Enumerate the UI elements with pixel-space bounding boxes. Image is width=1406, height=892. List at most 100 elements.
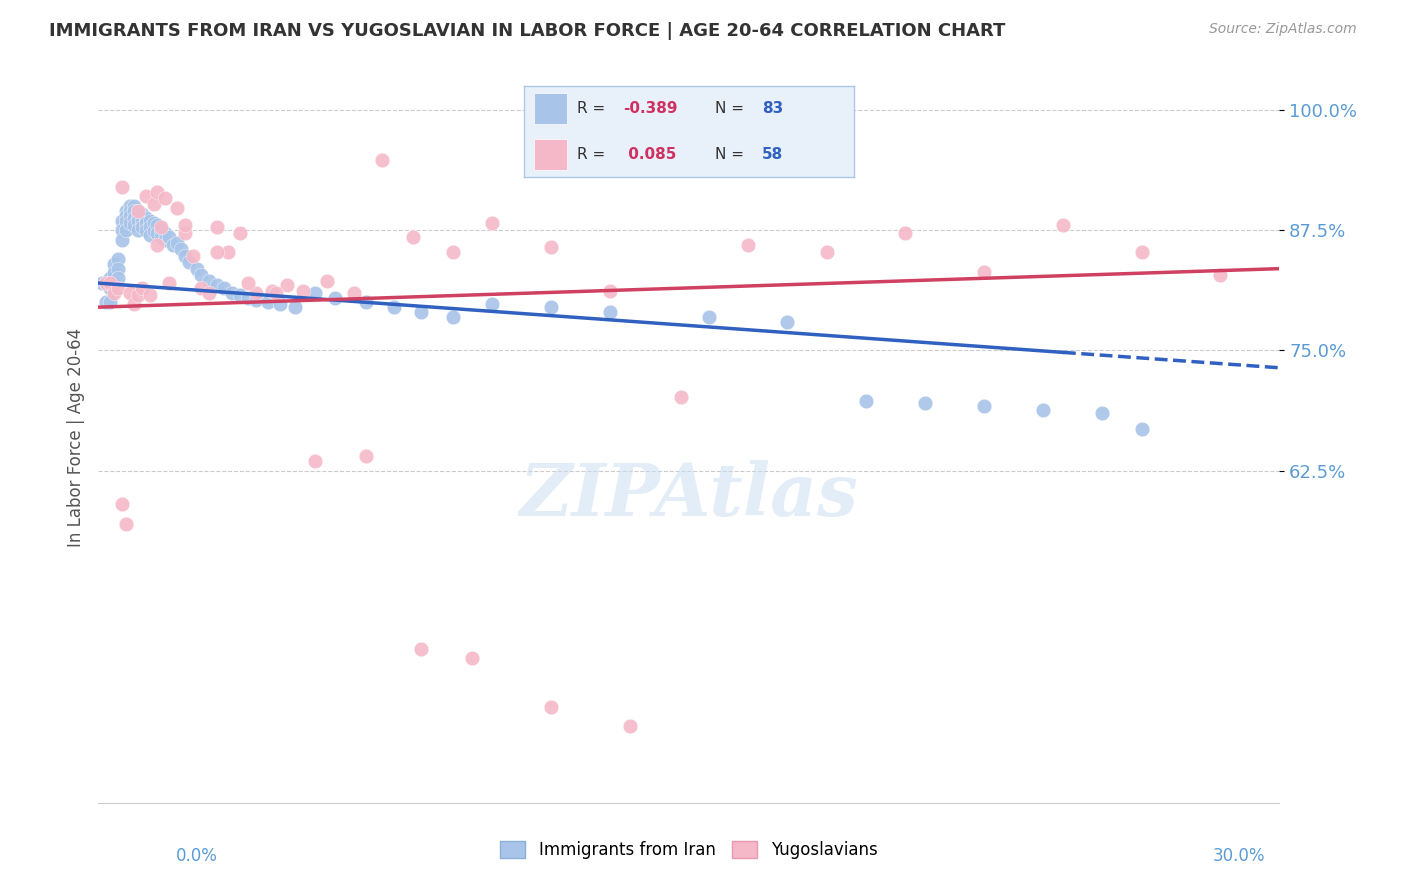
Point bbox=[441, 245, 464, 260]
Point bbox=[91, 276, 114, 290]
Point bbox=[150, 223, 173, 237]
Point bbox=[107, 281, 129, 295]
Text: ZIPAtlas: ZIPAtlas bbox=[520, 460, 858, 531]
Point bbox=[304, 285, 326, 300]
Point bbox=[98, 281, 121, 295]
Point bbox=[122, 203, 145, 218]
Point bbox=[96, 276, 118, 290]
Point bbox=[205, 220, 228, 235]
Point bbox=[284, 300, 307, 314]
Point bbox=[146, 219, 169, 233]
Point bbox=[98, 276, 121, 290]
Point bbox=[599, 305, 621, 319]
Point bbox=[269, 297, 291, 311]
Point bbox=[127, 287, 149, 301]
Point bbox=[382, 300, 405, 314]
Point bbox=[181, 249, 204, 263]
Point bbox=[855, 393, 877, 408]
Point bbox=[96, 276, 118, 290]
Point bbox=[157, 230, 180, 244]
Point bbox=[197, 285, 219, 300]
Point bbox=[131, 220, 153, 235]
Point bbox=[111, 179, 134, 194]
Point bbox=[142, 224, 165, 238]
Text: 30.0%: 30.0% bbox=[1213, 847, 1265, 865]
Point bbox=[186, 261, 208, 276]
Point bbox=[115, 209, 138, 223]
Point bbox=[118, 203, 141, 218]
Point bbox=[190, 281, 212, 295]
Text: Source: ZipAtlas.com: Source: ZipAtlas.com bbox=[1209, 22, 1357, 37]
Point bbox=[107, 261, 129, 276]
Point bbox=[304, 454, 326, 468]
Point bbox=[138, 220, 160, 235]
Point bbox=[122, 297, 145, 311]
Point bbox=[174, 249, 197, 263]
Point bbox=[315, 274, 337, 288]
Point bbox=[135, 211, 157, 225]
Point bbox=[103, 257, 125, 271]
Point bbox=[776, 315, 799, 329]
Point bbox=[236, 291, 259, 305]
Point bbox=[107, 252, 129, 266]
Point bbox=[115, 223, 138, 237]
Point bbox=[540, 239, 562, 253]
Point bbox=[131, 213, 153, 227]
Point bbox=[1130, 422, 1153, 436]
Point bbox=[354, 295, 377, 310]
Point bbox=[135, 223, 157, 237]
Point bbox=[115, 213, 138, 227]
Point bbox=[127, 213, 149, 227]
Point bbox=[323, 291, 346, 305]
Point bbox=[245, 293, 267, 308]
Point bbox=[236, 276, 259, 290]
Point bbox=[540, 300, 562, 314]
Point bbox=[697, 310, 720, 324]
Point bbox=[481, 297, 503, 311]
Point bbox=[292, 284, 315, 298]
Point bbox=[162, 237, 184, 252]
Point bbox=[131, 207, 153, 221]
Point bbox=[138, 213, 160, 227]
Point bbox=[177, 255, 200, 269]
Point bbox=[815, 245, 838, 260]
Point bbox=[150, 230, 173, 244]
Point bbox=[138, 287, 160, 301]
Point bbox=[411, 641, 433, 656]
Point bbox=[245, 285, 267, 300]
Point bbox=[118, 216, 141, 230]
Point bbox=[894, 226, 917, 240]
Text: IMMIGRANTS FROM IRAN VS YUGOSLAVIAN IN LABOR FORCE | AGE 20-64 CORRELATION CHART: IMMIGRANTS FROM IRAN VS YUGOSLAVIAN IN L… bbox=[49, 22, 1005, 40]
Point bbox=[973, 264, 995, 278]
Point bbox=[174, 226, 197, 240]
Point bbox=[118, 285, 141, 300]
Point bbox=[737, 237, 759, 252]
Point bbox=[135, 189, 157, 203]
Point bbox=[914, 396, 936, 410]
Point bbox=[98, 295, 121, 310]
Point bbox=[540, 699, 562, 714]
Point bbox=[96, 295, 118, 310]
Point bbox=[166, 235, 188, 250]
Point bbox=[229, 287, 252, 301]
Point bbox=[669, 390, 692, 404]
Point bbox=[142, 216, 165, 230]
Point bbox=[138, 227, 160, 242]
Point bbox=[122, 199, 145, 213]
Point bbox=[221, 285, 243, 300]
Point bbox=[155, 191, 177, 205]
Point bbox=[146, 237, 169, 252]
Point bbox=[371, 153, 394, 167]
Point bbox=[157, 276, 180, 290]
Point bbox=[205, 245, 228, 260]
Point bbox=[135, 216, 157, 230]
Point bbox=[115, 516, 138, 531]
Point bbox=[461, 651, 484, 665]
Point bbox=[402, 230, 425, 244]
Point bbox=[146, 226, 169, 240]
Point bbox=[214, 281, 236, 295]
Point bbox=[111, 233, 134, 247]
Point bbox=[127, 203, 149, 218]
Point bbox=[122, 211, 145, 225]
Point bbox=[142, 197, 165, 211]
